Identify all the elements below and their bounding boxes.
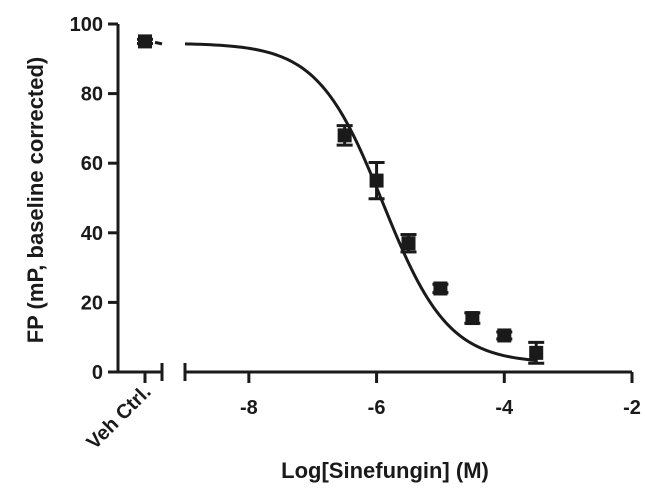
- control-point-marker: [138, 34, 152, 49]
- x-tick-label: -6: [368, 397, 386, 419]
- x-tick-label-control: Veh Ctrl.: [83, 381, 156, 454]
- x-tick-label: -8: [240, 397, 258, 419]
- fit-curve: [184, 42, 537, 362]
- y-tick-label: 80: [81, 84, 103, 106]
- data-point-marker: [497, 328, 512, 343]
- data-points: [137, 34, 545, 365]
- data-point-marker: [369, 173, 384, 188]
- y-ticks: 0 20 40 60 80 100: [70, 14, 118, 384]
- data-point-marker: [337, 128, 352, 143]
- y-tick-label: 20: [81, 292, 103, 314]
- data-point-marker: [401, 236, 416, 251]
- y-axis-title: FP (mP, baseline corrected): [23, 57, 48, 344]
- data-point-marker: [465, 311, 480, 326]
- data-point-marker: [529, 345, 544, 360]
- y-tick-label: 100: [70, 14, 103, 36]
- fit-curve-group: [154, 40, 537, 362]
- x-tick-label: -4: [495, 397, 514, 419]
- x-ticks: -8 -6 -4 -2: [240, 372, 641, 419]
- fit-curve-control-stub: [154, 40, 163, 46]
- y-tick-label: 40: [81, 223, 103, 245]
- y-tick-label: 60: [81, 153, 103, 175]
- y-tick-label: 0: [92, 362, 103, 384]
- x-tick-label: -2: [623, 397, 641, 419]
- x-axis-title: Log[Sinefungin] (M): [281, 458, 489, 483]
- data-point-marker: [433, 281, 448, 296]
